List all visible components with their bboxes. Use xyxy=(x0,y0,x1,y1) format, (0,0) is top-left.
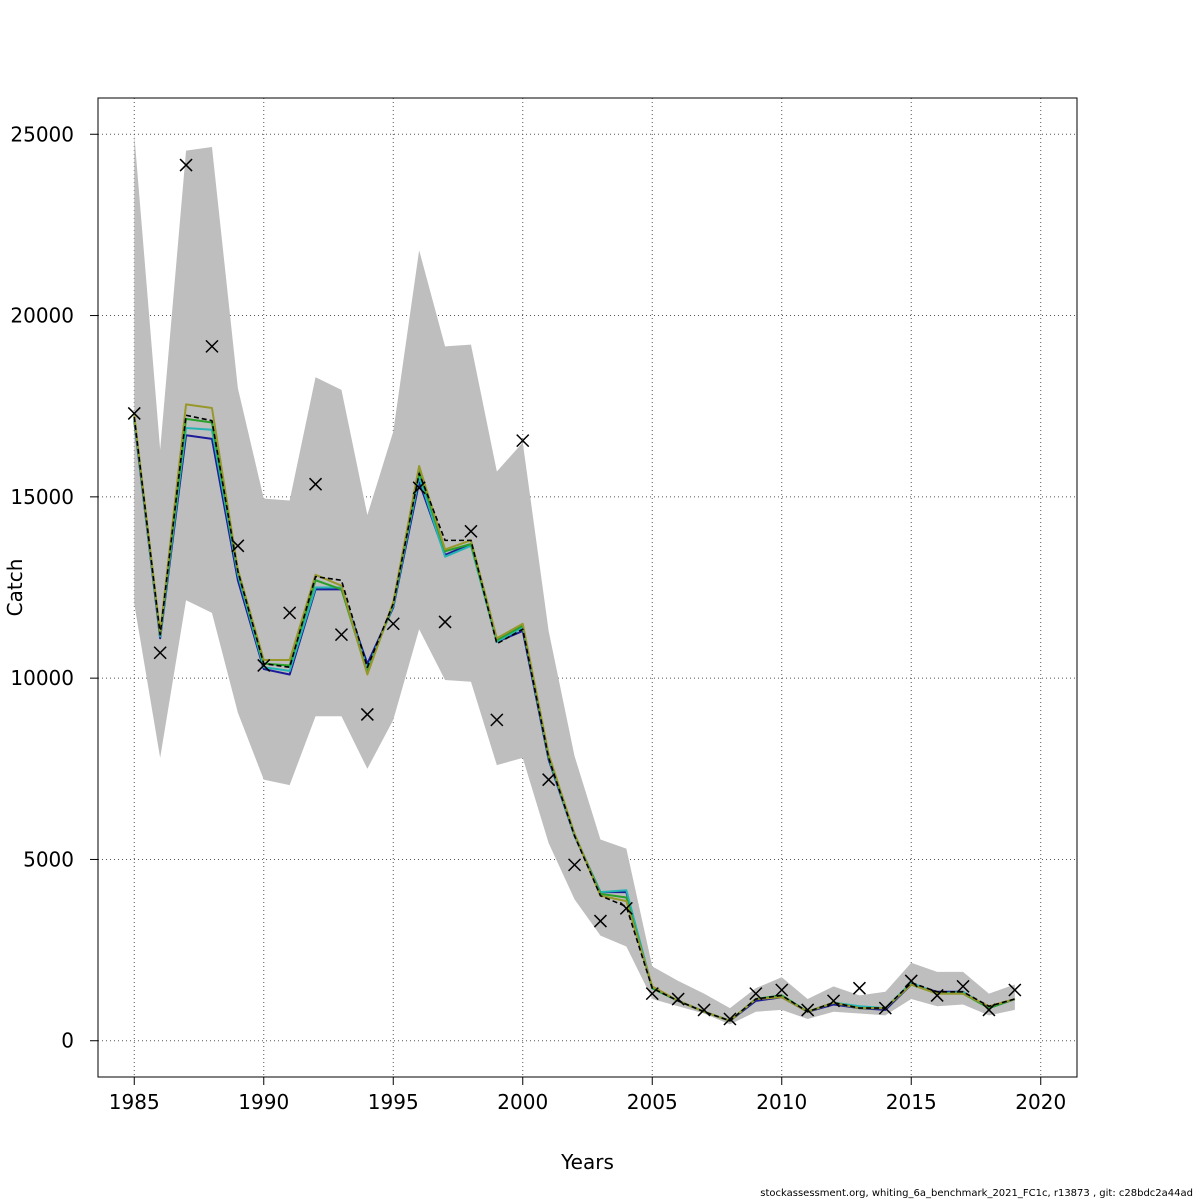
observed-point-2010 xyxy=(775,983,789,997)
observed-point-2015 xyxy=(904,974,918,988)
x-tick-label-2005: 2005 xyxy=(627,1090,678,1114)
observed-point-2006 xyxy=(671,992,685,1006)
observed-markers xyxy=(127,158,1022,1026)
x-axis-title: Years xyxy=(560,1150,614,1174)
observed-point-2008 xyxy=(723,1012,737,1026)
observed-point-2012 xyxy=(827,994,841,1008)
series-lines xyxy=(133,403,1016,1022)
plot-frame xyxy=(97,97,1078,1078)
observed-point-2018 xyxy=(982,1003,996,1017)
observed-point-1988 xyxy=(205,339,219,353)
y-tick-label-25000: 25000 xyxy=(10,122,74,146)
y-tick-label-15000: 15000 xyxy=(10,485,74,509)
observed-point-2004 xyxy=(619,901,633,915)
x-axis: 1985 1990 1995 2000 2005 2010 2015 2020 xyxy=(109,1077,1066,1114)
observed-point-1990 xyxy=(257,658,271,672)
observed-point-1991 xyxy=(283,606,297,620)
y-axis: 0 5000 10000 15000 20000 25000 xyxy=(10,122,98,1053)
observed-point-1994 xyxy=(360,707,374,721)
x-tick-label-2020: 2020 xyxy=(1015,1090,1066,1114)
observed-point-1998 xyxy=(464,524,478,538)
observed-point-2013 xyxy=(852,981,866,995)
confidence-band-layer xyxy=(134,134,1015,1025)
observed-point-1986 xyxy=(153,646,167,660)
observed-point-2001 xyxy=(542,773,556,787)
observed-point-1989 xyxy=(231,539,245,553)
y-axis-title: Catch xyxy=(3,559,27,617)
x-tick-label-2000: 2000 xyxy=(497,1090,548,1114)
x-tick-label-1995: 1995 xyxy=(368,1090,419,1114)
y-tick-label-20000: 20000 xyxy=(10,304,74,328)
observed-point-1996 xyxy=(412,481,426,495)
observed-point-2014 xyxy=(878,1001,892,1015)
observed-point-2011 xyxy=(801,1003,815,1017)
observed-point-2007 xyxy=(697,1003,711,1017)
observed-point-2002 xyxy=(568,858,582,872)
series-line-run-black-dashed xyxy=(133,414,1016,1022)
confidence-band xyxy=(134,134,1015,1025)
observed-point-2019 xyxy=(1008,983,1022,997)
y-tick-label-10000: 10000 xyxy=(10,666,74,690)
x-tick-label-1985: 1985 xyxy=(109,1090,160,1114)
observed-point-1992 xyxy=(309,477,323,491)
observed-point-1993 xyxy=(334,628,348,642)
y-tick-label-5000: 5000 xyxy=(23,847,74,871)
observed-point-2009 xyxy=(749,987,763,1001)
observed-point-1987 xyxy=(179,158,193,172)
observed-point-1999 xyxy=(490,713,504,727)
footer-credit: stockassessment.org, whiting_6a_benchmar… xyxy=(760,1188,1193,1199)
observed-point-2003 xyxy=(593,914,607,928)
observed-point-2016 xyxy=(930,988,944,1002)
observed-point-2005 xyxy=(645,987,659,1001)
x-tick-label-2010: 2010 xyxy=(756,1090,807,1114)
observed-point-2000 xyxy=(516,434,530,448)
observed-point-1995 xyxy=(386,617,400,631)
observed-point-2017 xyxy=(956,979,970,993)
observed-point-1997 xyxy=(438,615,452,629)
x-tick-label-2015: 2015 xyxy=(886,1090,937,1114)
observed-point-1985 xyxy=(127,406,141,420)
y-tick-label-0: 0 xyxy=(61,1029,74,1053)
x-tick-label-1990: 1990 xyxy=(238,1090,289,1114)
